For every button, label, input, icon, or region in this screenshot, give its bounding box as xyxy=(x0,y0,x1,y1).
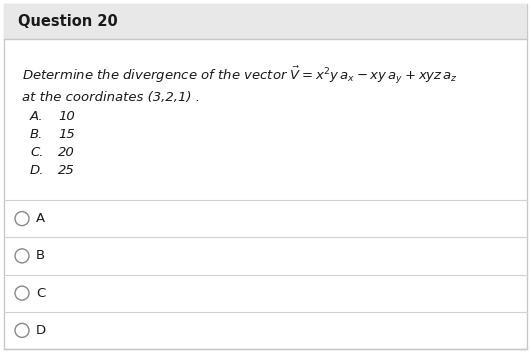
FancyBboxPatch shape xyxy=(4,4,527,39)
Text: A: A xyxy=(36,212,45,225)
Text: 15: 15 xyxy=(58,127,75,140)
FancyBboxPatch shape xyxy=(4,4,527,349)
Text: 25: 25 xyxy=(58,163,75,176)
Text: 10: 10 xyxy=(58,109,75,122)
Circle shape xyxy=(15,249,29,263)
Text: D.: D. xyxy=(30,163,45,176)
Text: at the coordinates (3,2,1) .: at the coordinates (3,2,1) . xyxy=(22,90,200,103)
Circle shape xyxy=(15,323,29,337)
Text: C: C xyxy=(36,287,45,300)
Text: B.: B. xyxy=(30,127,44,140)
Text: B: B xyxy=(36,249,45,262)
Circle shape xyxy=(15,286,29,300)
Text: 20: 20 xyxy=(58,145,75,158)
Text: D: D xyxy=(36,324,46,337)
Text: C.: C. xyxy=(30,145,44,158)
Circle shape xyxy=(15,212,29,226)
Text: Determine the divergence of the vector $\vec{V} = x^2y\,a_x - xy\,a_y + xyz\,a_z: Determine the divergence of the vector $… xyxy=(22,64,458,86)
Text: A.: A. xyxy=(30,109,44,122)
Text: Question 20: Question 20 xyxy=(18,14,118,29)
